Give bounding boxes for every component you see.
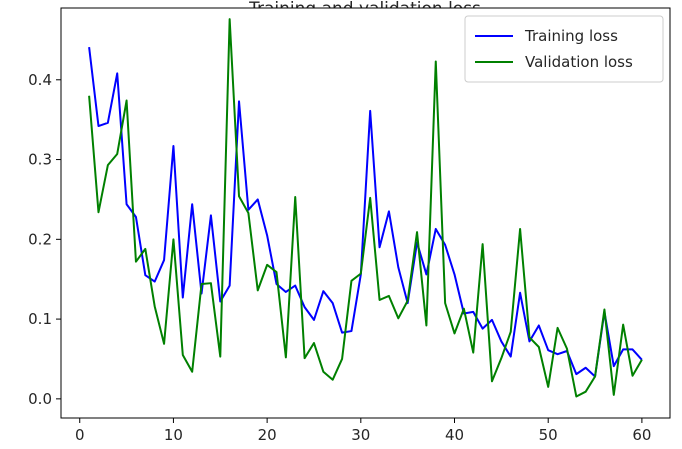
- y-tick-label: 0.4: [28, 71, 52, 89]
- x-tick-label: 50: [539, 426, 558, 444]
- x-tick-label: 60: [632, 426, 651, 444]
- x-tick-label: 0: [75, 426, 85, 444]
- y-tick-label: 0.3: [28, 151, 52, 169]
- y-tick-label: 0.1: [28, 310, 52, 328]
- x-tick-label: 10: [164, 426, 183, 444]
- legend: Training loss Validation loss: [464, 15, 664, 83]
- series-line-training-loss: [88, 46, 643, 378]
- y-tick-label: 0.0: [28, 390, 52, 408]
- series-lines: [88, 18, 643, 398]
- legend-label: Validation loss: [525, 53, 633, 71]
- legend-label: Training loss: [524, 27, 618, 45]
- axes-ticks: 0 10 20 30 40 50 60 0.0 0.1 0.2 0.3 0.4: [28, 71, 651, 444]
- legend-box: [464, 15, 664, 83]
- x-tick-label: 30: [351, 426, 370, 444]
- series-line-validation-loss: [88, 18, 643, 398]
- y-tick-label: 0.2: [28, 230, 52, 248]
- x-tick-label: 40: [445, 426, 464, 444]
- x-tick-label: 20: [258, 426, 277, 444]
